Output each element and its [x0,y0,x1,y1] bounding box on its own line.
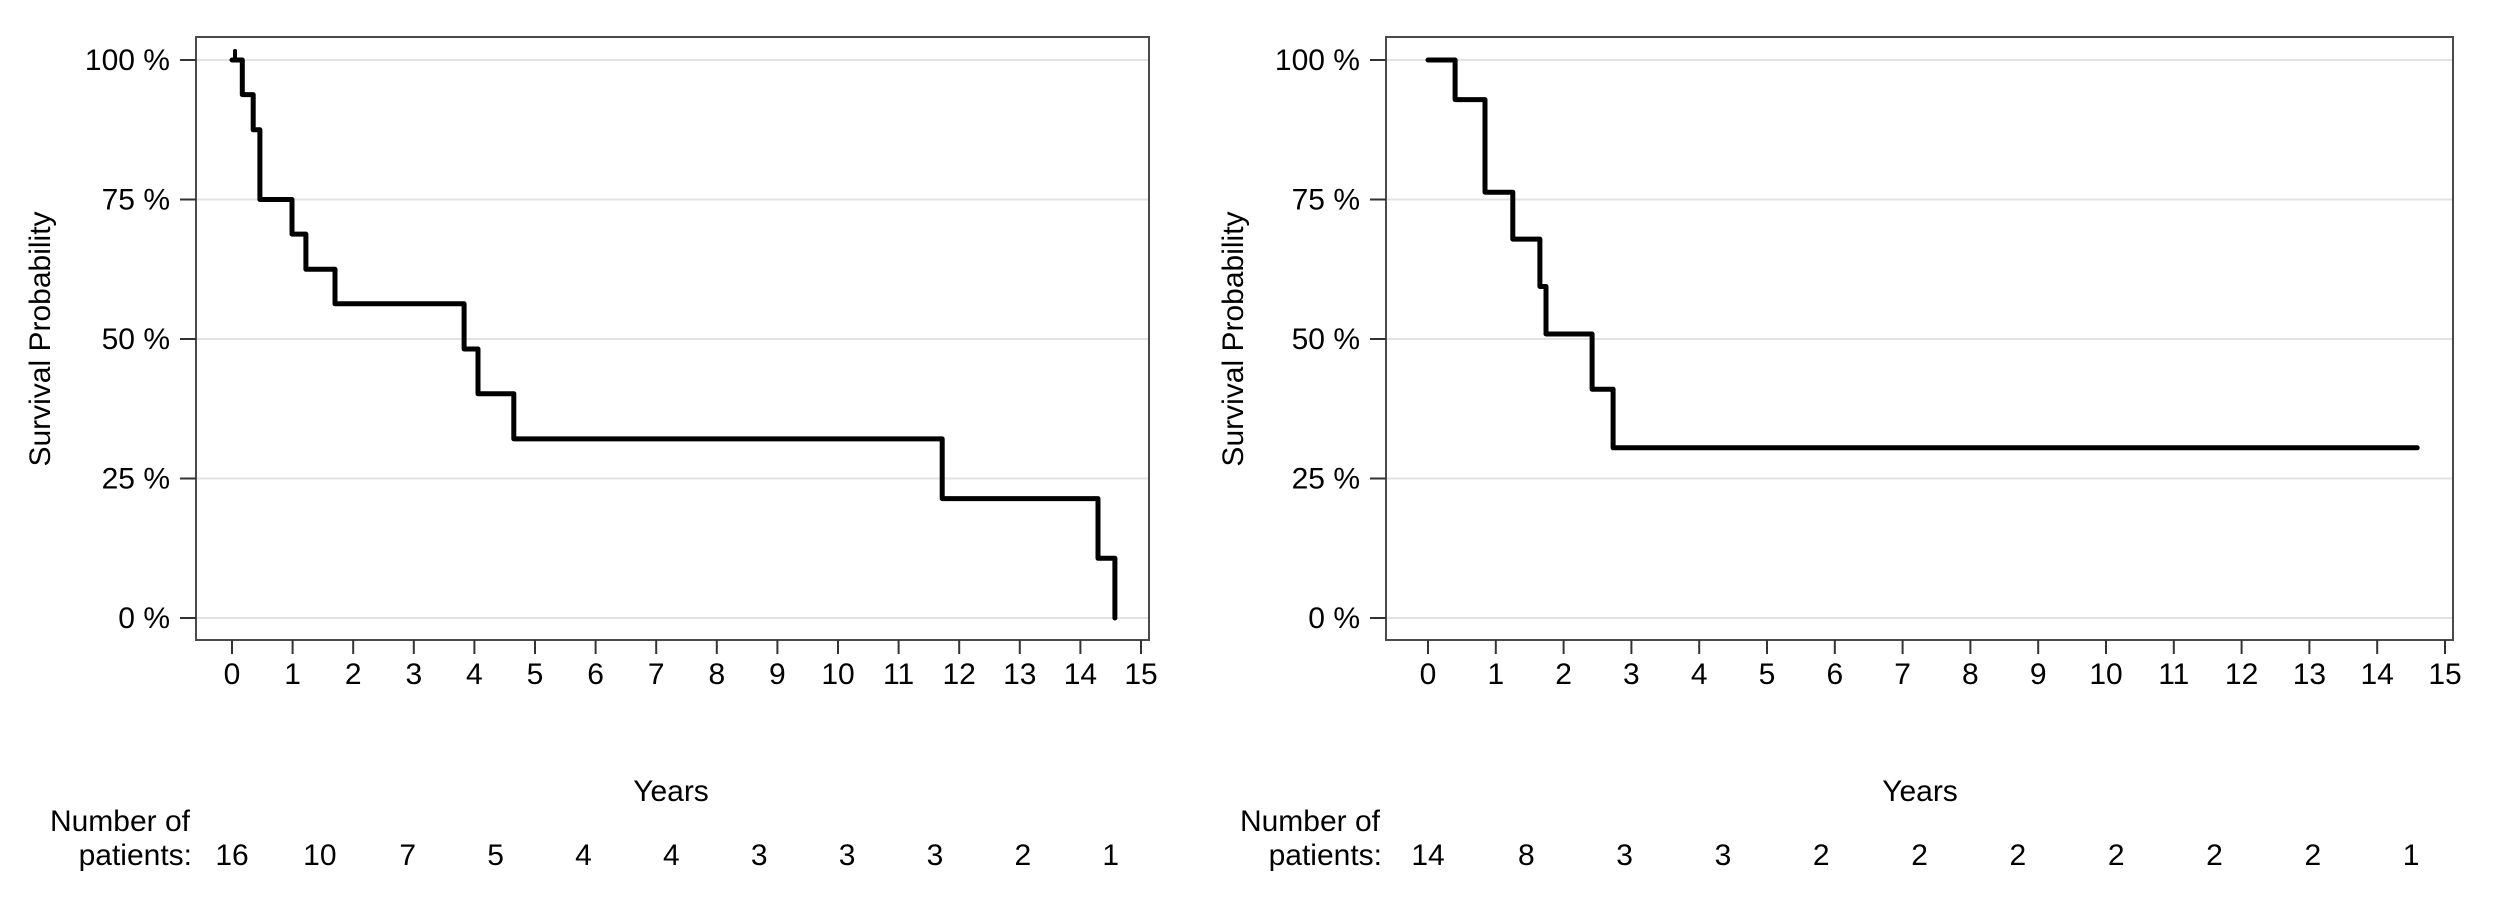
risk-count: 1 [1102,839,1119,872]
risk-count: 3 [1616,839,1633,872]
risk-count: 2 [1813,839,1830,872]
risk-count: 4 [663,839,680,872]
y-tick-label: 50 % [1292,323,1360,356]
x-tick-label: 11 [883,658,914,691]
km-plot-left: 0 %25 %50 %75 %100 %0 1 2 3 4 5 6 7 8 9 10 11 12 13 14… [24,36,1158,872]
y-axis-title: Survival Probability [24,211,57,466]
x-tick-label: 6 [587,658,604,691]
x-axis-title: Years [1882,775,1958,808]
risk-table-label-line2: patients: [79,839,192,872]
x-tick-label: 5 [1759,658,1776,691]
y-axis-title: Survival Probability [1217,211,1250,466]
x-tick-label: 12 [943,658,976,691]
risk-count: 2 [2010,839,2027,872]
x-tick-label: 7 [1894,658,1911,691]
x-tick-label: 4 [466,658,483,691]
risk-count: 4 [575,839,592,872]
x-tick-label: 1 [284,658,301,691]
risk-count: 2 [2206,839,2223,872]
x-tick-label: 6 [1826,658,1843,691]
km-plot-right: 0 %25 %50 %75 %100 %0 1 2 3 4 5 6 7 8 9 10 11 12 13 14… [1217,36,2462,872]
x-tick-label: 12 [2225,658,2258,691]
x-tick-label: 0 [224,658,241,691]
x-tick-label: 14 [1064,658,1097,691]
x-tick-label: 9 [2030,658,2047,691]
x-tick-label: 1 [1487,658,1504,691]
risk-count: 5 [487,839,504,872]
x-tick-label: 3 [1623,658,1640,691]
y-tick-label: 25 % [1292,463,1360,496]
risk-count: 3 [839,839,856,872]
y-tick-label: 0 % [118,602,170,635]
risk-count: 7 [399,839,416,872]
y-tick-label: 100 % [85,44,170,77]
x-tick-label: 13 [2293,658,2326,691]
risk-count: 3 [1715,839,1732,872]
risk-count: 1 [2403,839,2420,872]
x-tick-label: 10 [2089,658,2122,691]
x-axis-title: Years [633,775,709,808]
risk-count: 16 [215,839,248,872]
survival-curve [1425,57,2420,451]
y-tick-label: 100 % [1275,44,1360,77]
x-tick-label: 4 [1691,658,1708,691]
risk-table-label-line2: patients: [1269,839,1382,872]
x-tick-label: 2 [1555,658,1572,691]
risk-table-label-line1: Number of [1240,805,1381,838]
x-tick-label: 14 [2361,658,2394,691]
risk-count: 3 [751,839,768,872]
x-tick-label: 0 [1420,658,1437,691]
x-tick-label: 11 [2158,658,2189,691]
x-tick-label: 8 [1962,658,1979,691]
x-tick-label: 10 [821,658,854,691]
x-tick-label: 15 [1124,658,1157,691]
x-tick-label: 2 [345,658,362,691]
risk-count: 2 [2304,839,2321,872]
x-tick-label: 8 [708,658,725,691]
risk-count: 8 [1518,839,1535,872]
risk-count: 2 [2108,839,2125,872]
survival-curve [229,57,1118,621]
x-tick-label: 13 [1003,658,1036,691]
x-tick-label: 5 [527,658,544,691]
risk-count: 2 [1911,839,1928,872]
x-tick-label: 3 [405,658,422,691]
x-tick-label: 15 [2428,658,2461,691]
risk-table-label-line1: Number of [50,805,191,838]
y-tick-label: 0 % [1308,602,1360,635]
y-tick-label: 75 % [102,184,170,217]
y-tick-label: 75 % [1292,184,1360,217]
risk-count: 2 [1014,839,1031,872]
risk-count: 14 [1411,839,1444,872]
x-tick-label: 7 [648,658,665,691]
risk-count: 10 [303,839,336,872]
y-tick-label: 25 % [102,463,170,496]
y-tick-label: 50 % [102,323,170,356]
x-tick-label: 9 [769,658,786,691]
risk-count: 3 [927,839,944,872]
